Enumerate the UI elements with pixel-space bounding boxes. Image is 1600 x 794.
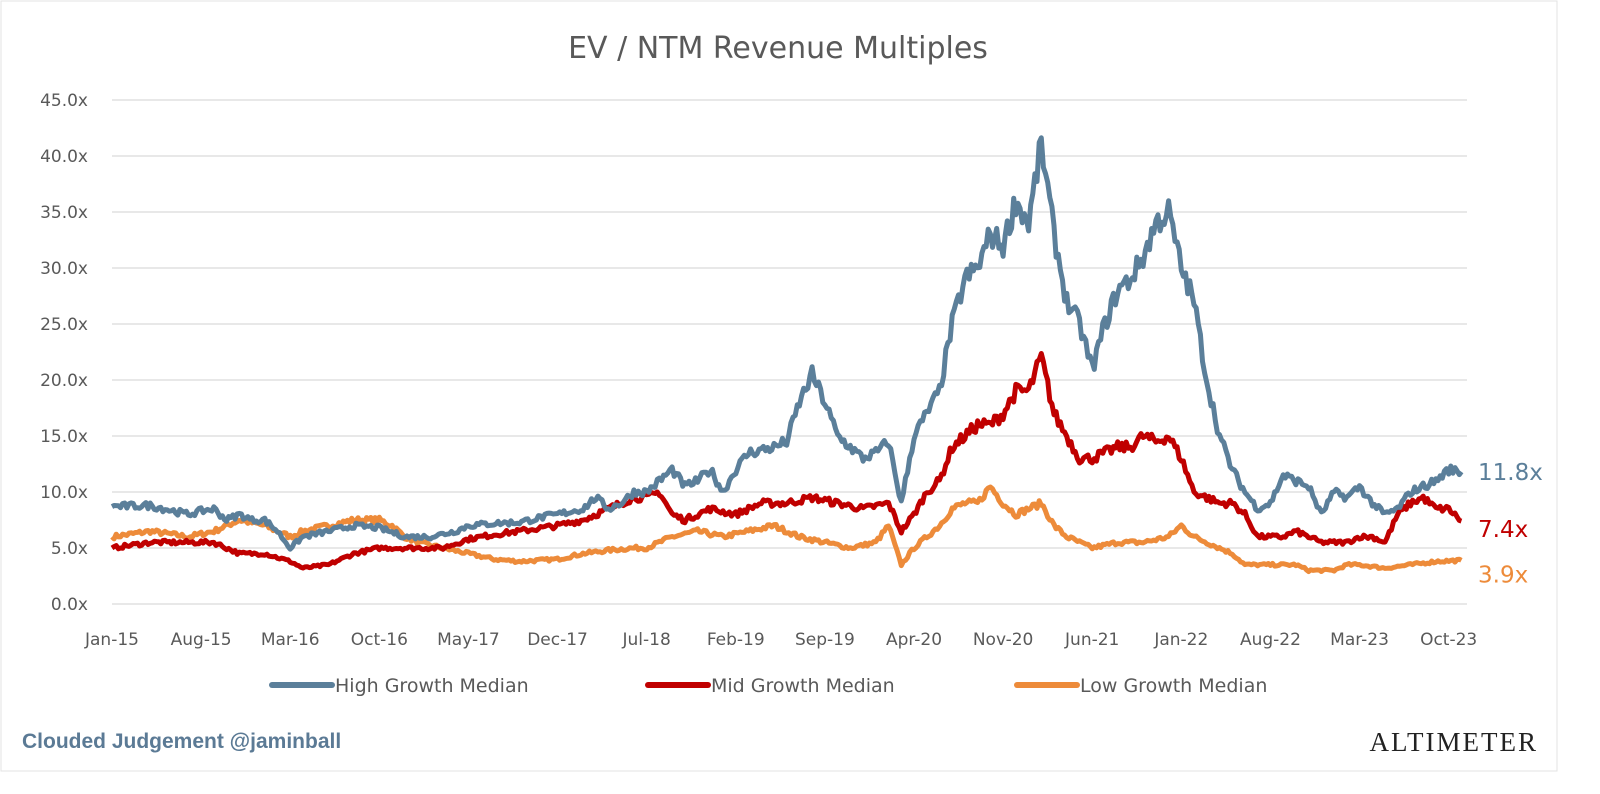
legend: High Growth Median Mid Growth Median Low G…: [269, 675, 1267, 697]
x-tick-label: Mar-16: [261, 630, 320, 650]
x-tick-label: Jan-15: [84, 630, 139, 650]
y-axis: 0.0x 5.0x 10.0x 15.0x 20.0x 25.0x 30.0x 35.0x 40…: [40, 91, 88, 615]
y-tick-label: 20.0x: [40, 371, 88, 391]
end-value-label: 7.4x: [1478, 517, 1528, 543]
end-value-label: 11.8x: [1478, 460, 1543, 486]
x-tick-label: Jan-22: [1153, 630, 1208, 650]
series-line-high-growth-median: [110, 135, 1464, 552]
source-credit: Clouded Judgement @jaminball: [22, 730, 341, 753]
chart-frame: [0, 0, 1558, 772]
y-tick-label: 30.0x: [40, 259, 88, 279]
altimeter-logo: ALTIMETER: [1370, 727, 1539, 757]
x-tick-label: Jun-21: [1064, 630, 1119, 650]
x-tick-label: Aug-15: [171, 630, 232, 650]
x-tick-label: Sep-19: [795, 630, 855, 650]
y-tick-label: 35.0x: [40, 203, 88, 223]
x-tick-label: Apr-20: [886, 630, 942, 650]
y-tick-label: 0.0x: [51, 595, 88, 615]
x-tick-label: Mar-23: [1330, 630, 1389, 650]
x-tick-label: Nov-20: [973, 630, 1034, 650]
y-tick-label: 5.0x: [51, 539, 88, 559]
end-labels: 11.8x 7.4x 3.9x: [1478, 460, 1543, 588]
x-axis: Jan-15 Aug-15 Mar-16 Oct-16 May-17 Dec-17 Jul-…: [84, 630, 1477, 650]
y-tick-label: 40.0x: [40, 147, 88, 167]
legend-label: Mid Growth Median: [711, 675, 895, 697]
series-lines: [110, 135, 1464, 574]
y-tick-label: 10.0x: [40, 483, 88, 503]
series-line-mid-growth-median: [110, 351, 1463, 571]
x-tick-label: May-17: [437, 630, 500, 650]
x-tick-label: Feb-19: [707, 630, 765, 650]
legend-label: Low Growth Median: [1080, 675, 1267, 697]
end-value-label: 3.9x: [1478, 562, 1528, 588]
x-tick-label: Aug-22: [1240, 630, 1301, 650]
legend-item: Mid Growth Median: [645, 675, 895, 697]
legend-label: High Growth Median: [335, 675, 529, 697]
y-tick-label: 45.0x: [40, 91, 88, 111]
legend-item: High Growth Median: [269, 675, 529, 697]
y-tick-label: 25.0x: [40, 315, 88, 335]
x-tick-label: Oct-16: [351, 630, 408, 650]
y-tick-label: 15.0x: [40, 427, 88, 447]
x-tick-label: Oct-23: [1420, 630, 1477, 650]
chart-title: EV / NTM Revenue Multiples: [568, 31, 988, 66]
legend-item: Low Growth Median: [1014, 675, 1267, 697]
x-tick-label: Jul-18: [622, 630, 671, 650]
x-tick-label: Dec-17: [527, 630, 588, 650]
gridlines: [112, 99, 1467, 605]
